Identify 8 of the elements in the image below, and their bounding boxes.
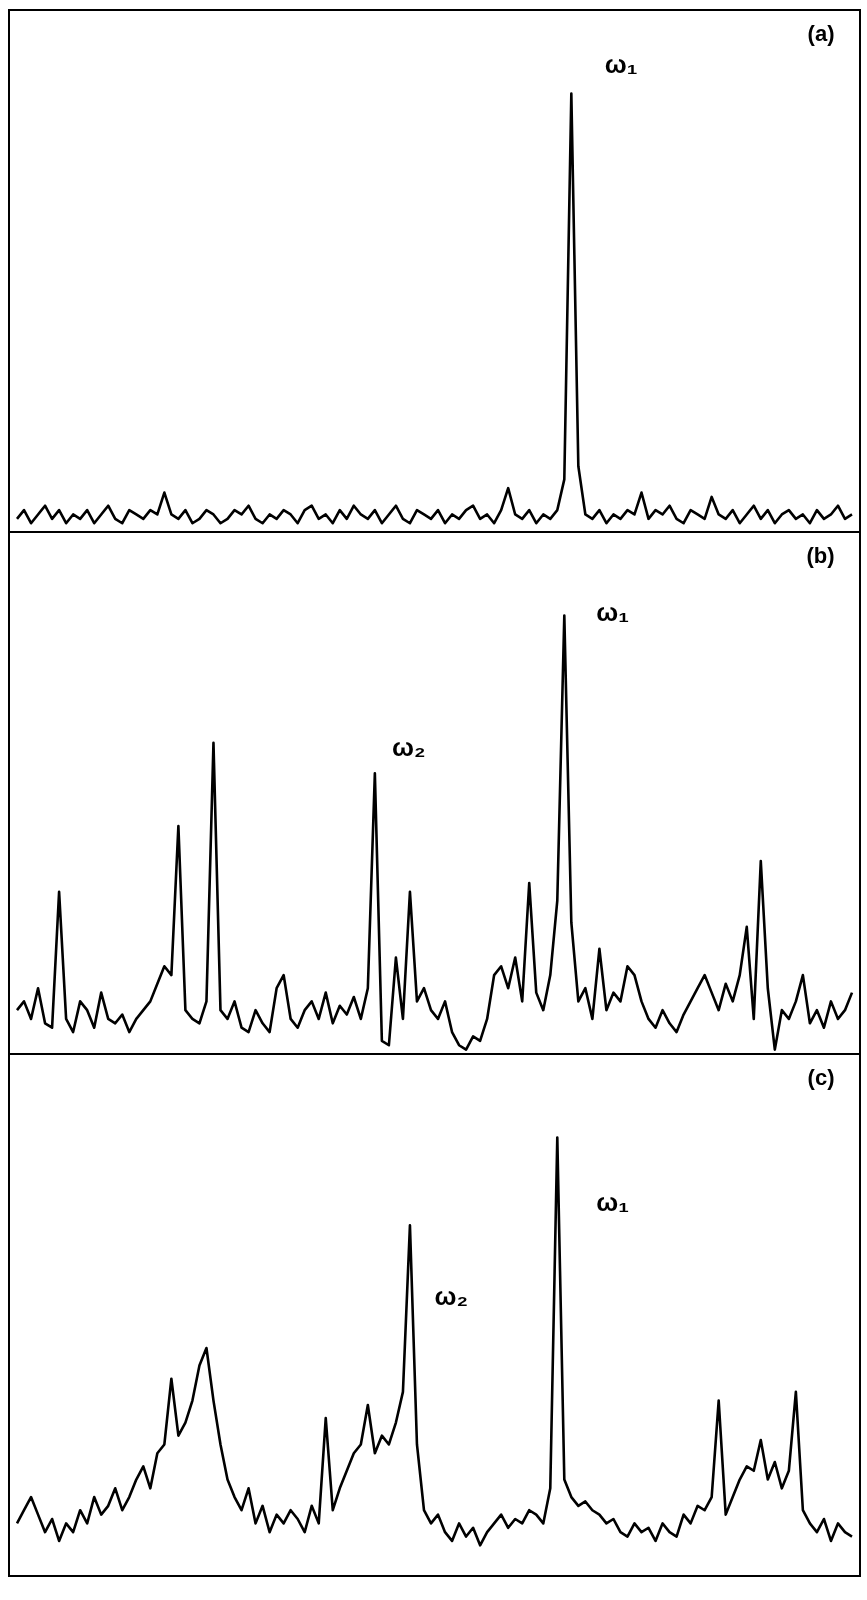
text: (a) [807, 21, 835, 47]
text: ω₁ [604, 48, 638, 79]
annotation: ω₁ [596, 596, 629, 627]
annotation: ω₂ [434, 1280, 469, 1311]
annotation: ω₁ [596, 1186, 629, 1217]
annotation: ω₂ [391, 732, 426, 763]
text: (c) [807, 1065, 835, 1091]
text: (b) [806, 543, 835, 569]
